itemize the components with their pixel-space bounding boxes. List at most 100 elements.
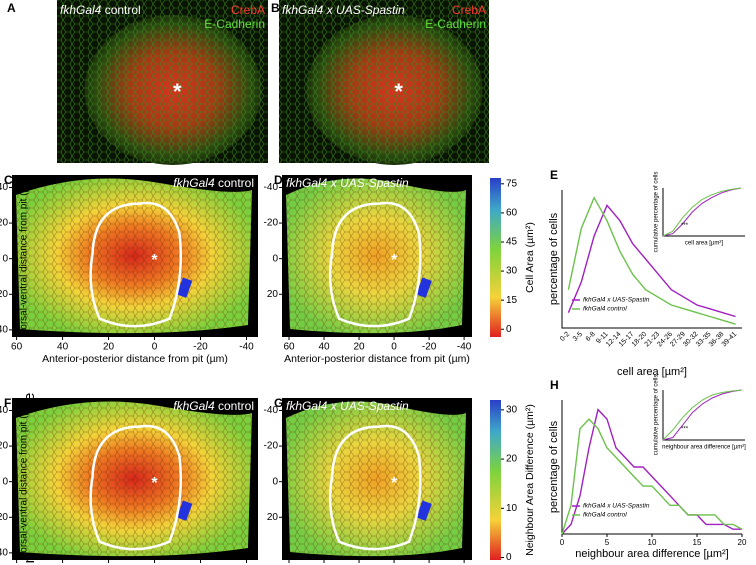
tissue-cells: [286, 178, 466, 334]
x-tick-label: 60: [11, 342, 23, 353]
colorbar-tick-label: 10: [506, 503, 518, 514]
y-axis-label: Dorsal-ventral distance from pit (µm): [19, 398, 30, 560]
panel-title: fkhGal4 x UAS-Spastin: [282, 3, 405, 17]
panel-letter: A: [7, 1, 16, 15]
x-axis-label: neighbour area difference [µm²]: [662, 445, 746, 451]
genotype: fkhGal4: [173, 399, 215, 413]
series-line: [567, 196, 736, 325]
y-tick-label: 20: [267, 289, 279, 300]
genotype: fkhGal4 x UAS-Spastin: [286, 176, 409, 190]
x-axis-label: Anterior-posterior distance from pit (µm…: [42, 353, 228, 365]
x-tick-label: -40: [239, 342, 254, 353]
tissue-cells: [16, 178, 252, 334]
y-axis-label: Dorsal-ventral distance from pit (µm): [19, 175, 30, 337]
title-suffix: control: [101, 3, 140, 17]
y-tick-label: 40: [0, 548, 8, 559]
pit-marker: *: [391, 475, 398, 492]
colorbar-tick-label: 0: [506, 552, 512, 563]
y-tick-label: 0: [2, 476, 8, 487]
stain-label: CrebA: [452, 3, 486, 17]
colorbar-label: Neighbour Area Difference (µm²): [524, 404, 536, 556]
y-tick-label: -40: [264, 405, 279, 416]
colorbar-tick-label: 30: [506, 266, 518, 277]
tissue-cells: [286, 401, 466, 557]
x-tick-label: 0: [560, 538, 565, 547]
series-line: [662, 187, 742, 237]
colorbar-tick-label: 30: [506, 404, 518, 415]
x-tick-label: 15: [693, 538, 702, 547]
pit-marker: *: [151, 475, 158, 492]
colorbar-tick-label: 20: [506, 454, 518, 465]
pit-marker: *: [173, 79, 182, 104]
pit-marker: *: [391, 252, 398, 269]
y-tick-label: -40: [264, 182, 279, 193]
genotype: fkhGal4: [60, 3, 102, 17]
series-line: [561, 408, 742, 535]
panel-letter: E: [550, 168, 558, 182]
y-tick-label: -40: [0, 182, 8, 193]
panel-letter: F: [4, 396, 11, 410]
x-tick-label: 5: [605, 538, 610, 547]
panel-title: fkhGal4 x UAS-Spastin: [286, 399, 409, 413]
y-tick-label: 20: [0, 289, 8, 300]
series-line: [662, 389, 742, 441]
image-cells: [57, 0, 268, 163]
legend-label: fkhGal4 control: [583, 512, 627, 519]
panel-letter: B: [271, 1, 280, 15]
y-axis-label: percentage of cells: [548, 420, 560, 513]
x-tick-label: 0: [152, 342, 158, 353]
genotype: fkhGal4 x UAS-Spastin: [282, 3, 405, 17]
stain-label: E-Cadherin: [425, 17, 486, 31]
colorbar-label: Cell Area (µm²): [524, 222, 536, 293]
colorbar-tick-label: 0: [506, 324, 512, 335]
x-axis-label: Anterior-posterior distance from pit (µm…: [284, 353, 470, 365]
tissue-cells: [16, 401, 252, 557]
pit-marker: *: [151, 252, 158, 269]
y-tick-label: 20: [0, 512, 8, 523]
series-line: [567, 203, 736, 318]
y-tick-label: -40: [0, 405, 8, 416]
x-axis-label: neighbour area difference [µm²]: [575, 548, 729, 560]
y-tick-label: -20: [264, 441, 279, 452]
x-tick-label: 39-41: [721, 331, 739, 349]
y-tick-label: 0: [2, 253, 8, 264]
pit-marker: *: [394, 79, 403, 104]
legend-label: fkhGal4 x UAS-Spastin: [583, 503, 650, 510]
blue-cell: [416, 277, 432, 298]
panel-letter: G: [274, 396, 283, 410]
annotation: ***: [681, 223, 689, 229]
y-tick-label: -20: [0, 441, 8, 452]
y-tick-label: 0: [272, 253, 278, 264]
y-tick-label: 40: [0, 325, 8, 336]
y-tick-label: 20: [267, 512, 279, 523]
inset-bg: [643, 182, 747, 246]
x-axis-label: cell area [µm²]: [685, 241, 723, 247]
x-tick-label: 40: [57, 342, 69, 353]
genotype: fkhGal4 x UAS-Spastin: [286, 399, 409, 413]
panel-letter: C: [4, 173, 13, 187]
title-suffix: control: [215, 399, 254, 413]
colorbar-tick-label: 75: [506, 178, 518, 189]
placode-outline: [328, 424, 422, 551]
x-tick-label: -40: [457, 342, 472, 353]
panel-letter: H: [550, 378, 559, 392]
micrograph: [57, 0, 268, 165]
x-tick-label: 40: [318, 342, 330, 353]
panel-title: fkhGal4 x UAS-Spastin: [286, 176, 409, 190]
x-tick-label: -20: [193, 342, 208, 353]
y-tick-label: 0: [272, 476, 278, 487]
axes: [561, 190, 742, 329]
series-line: [561, 418, 743, 535]
x-tick-label: 0-2: [559, 331, 571, 343]
x-tick-label: 3-5: [572, 331, 584, 343]
blue-cell: [176, 277, 193, 298]
colorbar: [490, 178, 501, 337]
placode-outline: [89, 424, 182, 551]
y-axis-label: percentage of cells: [548, 212, 560, 305]
blue-cell: [416, 500, 432, 521]
x-tick-label: 0: [391, 342, 397, 353]
y-axis-label: cumulative percentage of cells: [654, 172, 660, 253]
x-tick-label: 20: [103, 342, 115, 353]
annotation: ***: [681, 427, 689, 433]
colorbar: [490, 400, 501, 560]
